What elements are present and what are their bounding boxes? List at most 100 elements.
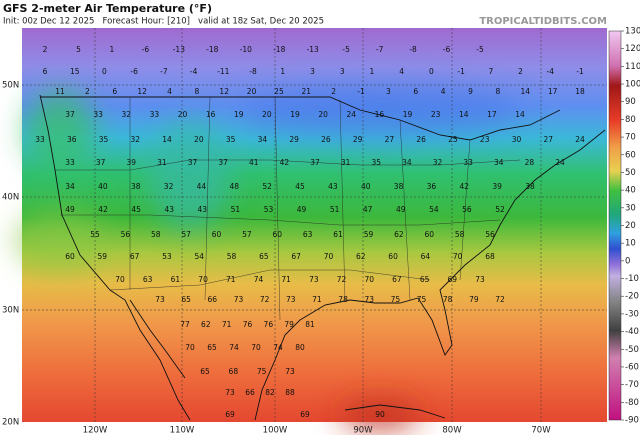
station-temperature: 70	[198, 275, 208, 284]
station-temperature: 36	[427, 182, 437, 191]
station-temperature: 74	[229, 343, 239, 352]
station-temperature: 32	[164, 182, 174, 191]
station-temperature: 69	[225, 410, 235, 419]
station-temperature: 53	[264, 205, 274, 214]
station-temperature: 33	[35, 135, 45, 144]
station-temperature: 37	[65, 110, 75, 119]
station-temperature: 35	[226, 135, 236, 144]
station-temperature: 65	[259, 252, 269, 261]
latitude-label: 20N	[2, 418, 19, 428]
station-temperature: 34	[258, 135, 268, 144]
station-temperature: 40	[361, 182, 371, 191]
station-temperature: 21	[302, 87, 312, 96]
station-temperature: 37	[310, 158, 320, 167]
station-temperature: 60	[65, 252, 75, 261]
station-temperature: 73	[225, 388, 235, 397]
colorbar-label: -90	[625, 416, 639, 426]
station-temperature: 70	[324, 252, 334, 261]
station-temperature: 56	[462, 205, 472, 214]
station-temperature: 31	[341, 158, 351, 167]
station-temperature: 3	[386, 87, 391, 96]
station-temperature: 73	[475, 275, 485, 284]
station-temperature: 90	[375, 410, 385, 419]
station-temperature: 75	[391, 295, 401, 304]
station-temperature: 7	[488, 67, 493, 76]
station-temperature: 32	[121, 110, 131, 119]
station-temperature: 42	[98, 205, 108, 214]
station-temperature: -13	[173, 45, 185, 54]
station-temperature: 60	[388, 252, 398, 261]
station-temperature: 51	[330, 205, 340, 214]
station-temperature: 31	[157, 158, 167, 167]
station-temperature: 74	[254, 275, 264, 284]
station-temperature: 73	[155, 295, 165, 304]
station-temperature: 78	[338, 295, 348, 304]
station-temperature: 39	[492, 182, 502, 191]
station-temperature: 81	[305, 320, 315, 329]
station-temperature: 63	[303, 230, 313, 239]
station-temperature: 15	[70, 67, 80, 76]
station-temperature: 17	[548, 87, 558, 96]
station-temperature: 73	[234, 295, 244, 304]
station-temperature: 3	[340, 67, 345, 76]
station-temperature: 26	[321, 135, 331, 144]
station-temperature: -5	[342, 45, 350, 54]
station-temperature: 57	[181, 230, 191, 239]
station-temperature: 8	[194, 87, 199, 96]
station-temperature: 75	[257, 367, 267, 376]
station-temperature: 34	[65, 182, 75, 191]
colorbar-label: 70	[625, 133, 636, 143]
station-temperature: 62	[356, 252, 366, 261]
station-temperature: -7	[160, 67, 168, 76]
station-temperature: -1	[457, 67, 465, 76]
station-temperature: 71	[312, 295, 322, 304]
station-temperature: 48	[230, 182, 240, 191]
station-temperature: -18	[206, 45, 218, 54]
station-temperature: 5	[76, 45, 81, 54]
station-temperature: 27	[385, 135, 395, 144]
colorbar-label: 20	[625, 221, 636, 231]
colorbar-label: -30	[625, 309, 639, 319]
station-temperature: 59	[98, 252, 108, 261]
latitude-label: 50N	[2, 81, 19, 91]
station-temperature: 29	[289, 135, 299, 144]
station-temperature: 70	[185, 343, 195, 352]
station-temperature: 3	[310, 67, 315, 76]
station-temperature: 24	[575, 135, 585, 144]
station-temperature: 63	[143, 275, 153, 284]
map-title: GFS 2-meter Air Temperature (°F)	[3, 2, 212, 15]
station-temperature: 55	[90, 230, 100, 239]
station-temperature: 18	[575, 87, 585, 96]
station-temperature: 35	[99, 135, 109, 144]
station-temperature: 54	[194, 252, 204, 261]
station-temperature: 62	[394, 230, 404, 239]
longitude-label: 90W	[353, 426, 373, 435]
station-temperature: 2	[518, 67, 523, 76]
station-temperature: 64	[421, 252, 431, 261]
station-temperature: 1	[110, 45, 115, 54]
station-temperature: 73	[285, 367, 295, 376]
station-temperature: 57	[242, 230, 252, 239]
colorbar-label: -20	[625, 292, 639, 302]
station-temperature: 16	[206, 110, 216, 119]
station-temperature: 62	[201, 320, 211, 329]
station-temperature: 39	[126, 158, 136, 167]
latitude-label: 30N	[2, 306, 19, 316]
station-temperature: 14	[520, 87, 530, 96]
station-temperature: 51	[231, 205, 241, 214]
station-temperature: 34	[494, 158, 504, 167]
station-temperature: 74	[273, 343, 283, 352]
colorbar-label: -50	[625, 345, 639, 355]
station-temperature: 23	[480, 135, 490, 144]
station-temperature: 20	[318, 110, 328, 119]
station-temperature: 33	[150, 110, 160, 119]
station-temperature: 11	[55, 87, 65, 96]
graticule	[22, 28, 607, 422]
station-temperature: 61	[171, 275, 181, 284]
station-temperature: 19	[234, 110, 244, 119]
longitude-label: 80W	[442, 426, 462, 435]
station-temperature: 49	[297, 205, 307, 214]
station-temperature: -4	[190, 67, 198, 76]
station-temperature: 71	[222, 320, 232, 329]
station-temperature: 16	[375, 110, 385, 119]
